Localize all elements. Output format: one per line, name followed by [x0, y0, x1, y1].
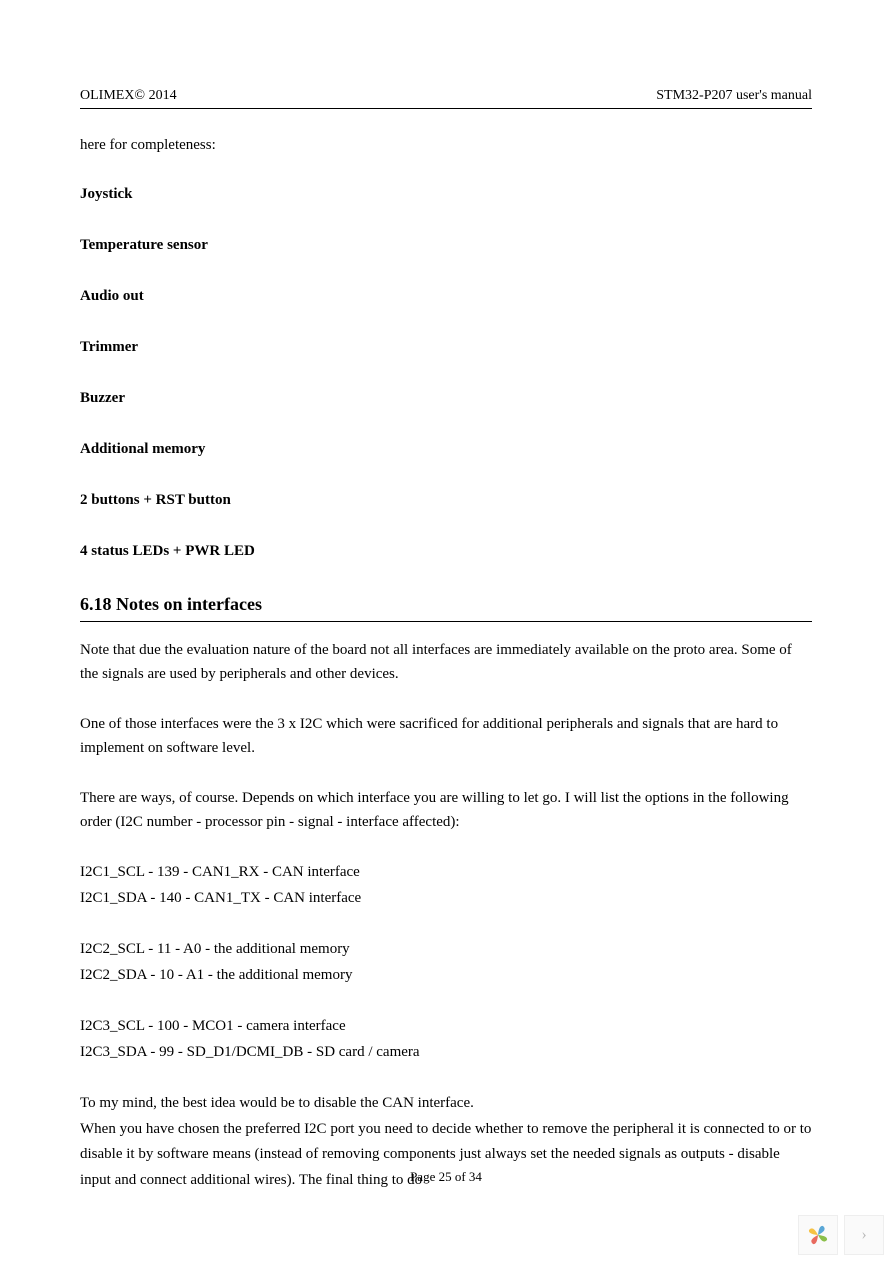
page-footer: Page 25 of 34 — [0, 1169, 892, 1185]
section-heading: 6.18 Notes on interfaces — [80, 594, 812, 622]
feature-item: 4 status LEDs + PWR LED — [80, 543, 812, 560]
feature-item: Temperature sensor — [80, 237, 812, 254]
signal-group: I2C2_SCL - 11 - A0 - the additional memo… — [80, 937, 812, 988]
header-rule — [80, 108, 812, 109]
signal-line: I2C2_SDA - 10 - A1 - the additional memo… — [80, 963, 812, 989]
document-page: OLIMEX© 2014 STM32-P207 user's manual he… — [80, 88, 812, 1193]
body-paragraph: There are ways, of course. Depends on wh… — [80, 786, 812, 834]
feature-item: Trimmer — [80, 339, 812, 356]
signal-line: I2C2_SCL - 11 - A0 - the additional memo… — [80, 937, 812, 963]
feature-item: Joystick — [80, 186, 812, 203]
header-right: STM32-P207 user's manual — [656, 88, 812, 104]
signal-line: I2C1_SDA - 140 - CAN1_TX - CAN interface — [80, 886, 812, 912]
floating-widget: › — [798, 1215, 884, 1255]
flower-icon — [805, 1222, 831, 1248]
signal-group: I2C3_SCL - 100 - MCO1 - camera interface… — [80, 1014, 812, 1065]
signal-line: I2C1_SCL - 139 - CAN1_RX - CAN interface — [80, 860, 812, 886]
chevron-right-icon: › — [861, 1226, 866, 1244]
signal-line: I2C3_SDA - 99 - SD_D1/DCMI_DB - SD card … — [80, 1040, 812, 1066]
signal-group: I2C1_SCL - 139 - CAN1_RX - CAN interface… — [80, 860, 812, 911]
header-left: OLIMEX© 2014 — [80, 88, 177, 104]
closing-line: To my mind, the best idea would be to di… — [80, 1091, 812, 1117]
body-paragraph: One of those interfaces were the 3 x I2C… — [80, 712, 812, 760]
feature-item: 2 buttons + RST button — [80, 492, 812, 509]
intro-text: here for completeness: — [80, 137, 812, 154]
logo-button[interactable] — [798, 1215, 838, 1255]
feature-item: Buzzer — [80, 390, 812, 407]
feature-item: Audio out — [80, 288, 812, 305]
body-paragraph: Note that due the evaluation nature of t… — [80, 638, 812, 686]
feature-item: Additional memory — [80, 441, 812, 458]
next-button[interactable]: › — [844, 1215, 884, 1255]
signal-line: I2C3_SCL - 100 - MCO1 - camera interface — [80, 1014, 812, 1040]
page-header: OLIMEX© 2014 STM32-P207 user's manual — [80, 88, 812, 108]
